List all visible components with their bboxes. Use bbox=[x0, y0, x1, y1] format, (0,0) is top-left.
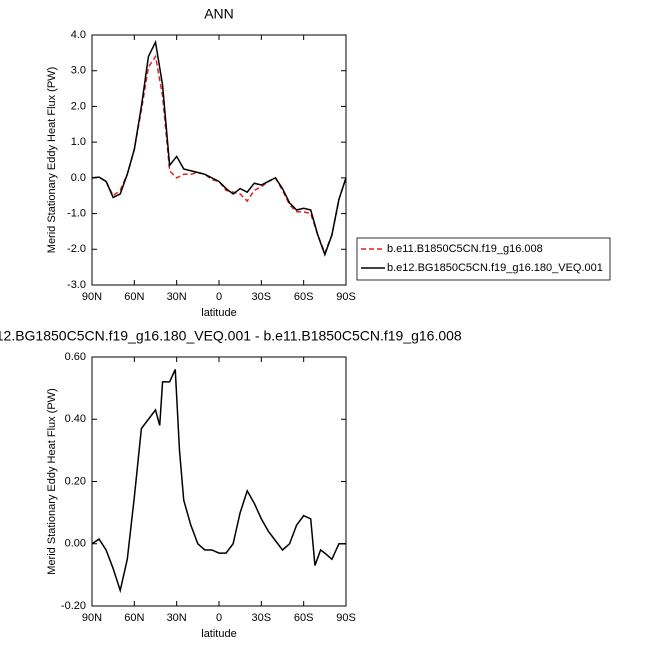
legend-label: b.e11.B1850C5CN.f19_g16.008 bbox=[387, 243, 543, 255]
legend-box bbox=[356, 237, 611, 281]
data-line bbox=[91, 39, 347, 257]
y-tick-label: -0.20 bbox=[61, 600, 86, 612]
y-tick-label: 3.0 bbox=[71, 65, 86, 77]
x-tick-label: 60N bbox=[124, 291, 144, 303]
plot-frame bbox=[91, 34, 347, 286]
x-tick-label: 90S bbox=[336, 612, 356, 624]
y-tick-label: -2.0 bbox=[67, 243, 86, 255]
x-tick-label: 90S bbox=[336, 291, 356, 303]
data-line bbox=[91, 54, 347, 255]
x-tick-label: 60N bbox=[124, 612, 144, 624]
y-tick-label: 1.0 bbox=[71, 136, 86, 148]
x-tick-label: 0 bbox=[216, 612, 222, 624]
legend-label: b.e12.BG1850C5CN.f19_g16.180_VEQ.001 bbox=[387, 262, 603, 274]
x-axis-label: latitude bbox=[201, 307, 236, 319]
chart-title: b.e12.BG1850C5CN.f19_g16.180_VEQ.001 - b… bbox=[0, 328, 462, 344]
y-tick-label: 0.00 bbox=[65, 538, 86, 550]
x-tick-label: 90N bbox=[82, 291, 102, 303]
y-tick-label: 0.0 bbox=[71, 172, 86, 184]
x-axis-label: latitude bbox=[201, 628, 236, 640]
y-tick-label: 0.40 bbox=[65, 413, 86, 425]
y-tick-label: -1.0 bbox=[67, 207, 86, 219]
chart-title: ANN bbox=[204, 6, 234, 22]
y-axis-label: Merid Stationary Eddy Heat Flux (PW) bbox=[46, 67, 58, 253]
y-tick-label: 0.60 bbox=[65, 351, 86, 363]
y-tick-label: -3.0 bbox=[67, 279, 86, 291]
x-tick-label: 0 bbox=[216, 291, 222, 303]
x-tick-label: 30N bbox=[167, 291, 187, 303]
x-tick-label: 30N bbox=[167, 612, 187, 624]
y-tick-label: 4.0 bbox=[71, 29, 86, 41]
y-tick-label: 0.20 bbox=[65, 475, 86, 487]
x-tick-label: 30S bbox=[252, 612, 272, 624]
x-tick-label: 60S bbox=[294, 612, 314, 624]
y-axis-label: Merid Stationary Eddy Heat Flux (PW) bbox=[46, 388, 58, 574]
x-tick-label: 30S bbox=[252, 291, 272, 303]
y-tick-label: 2.0 bbox=[71, 100, 86, 112]
x-tick-label: 60S bbox=[294, 291, 314, 303]
plot-frame bbox=[91, 356, 347, 607]
data-line bbox=[91, 369, 346, 594]
x-tick-label: 90N bbox=[82, 612, 102, 624]
